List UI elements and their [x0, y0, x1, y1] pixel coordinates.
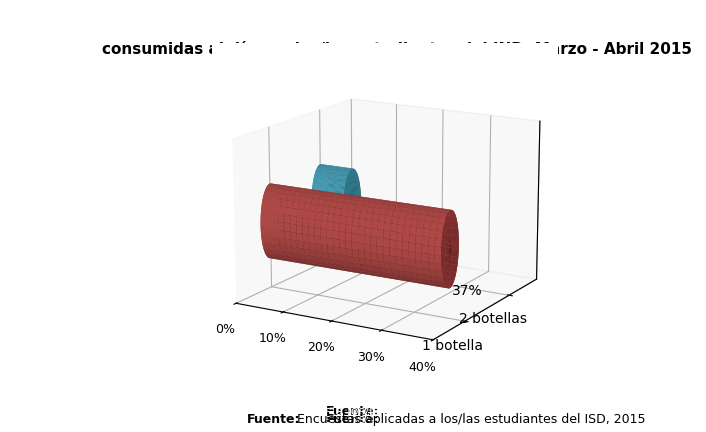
Text: Fuente: Encuestas aplicadas a los/las estudiantes del ISD, 2015: Fuente: Encuestas aplicadas a los/las es…: [153, 413, 553, 426]
Text: Fuente:: Fuente:: [326, 413, 380, 426]
Text: Fuente:: Fuente:: [326, 405, 380, 418]
Text: Encuestas aplicadas a los/las estudiantes del ISD, 2015: Encuestas aplicadas a los/las estudiante…: [293, 413, 645, 426]
Text: consumidas al día por los/las estudiantes del IND, Marzo - Abril 2015: consumidas al día por los/las estudiante…: [102, 41, 692, 57]
Text: Fuente:: Fuente:: [247, 413, 301, 426]
Text: Fuente: Encuestas aplicadas a los/las estudiantes del ISD, 2015: Fuente: Encuestas aplicadas a los/las es…: [153, 405, 553, 418]
